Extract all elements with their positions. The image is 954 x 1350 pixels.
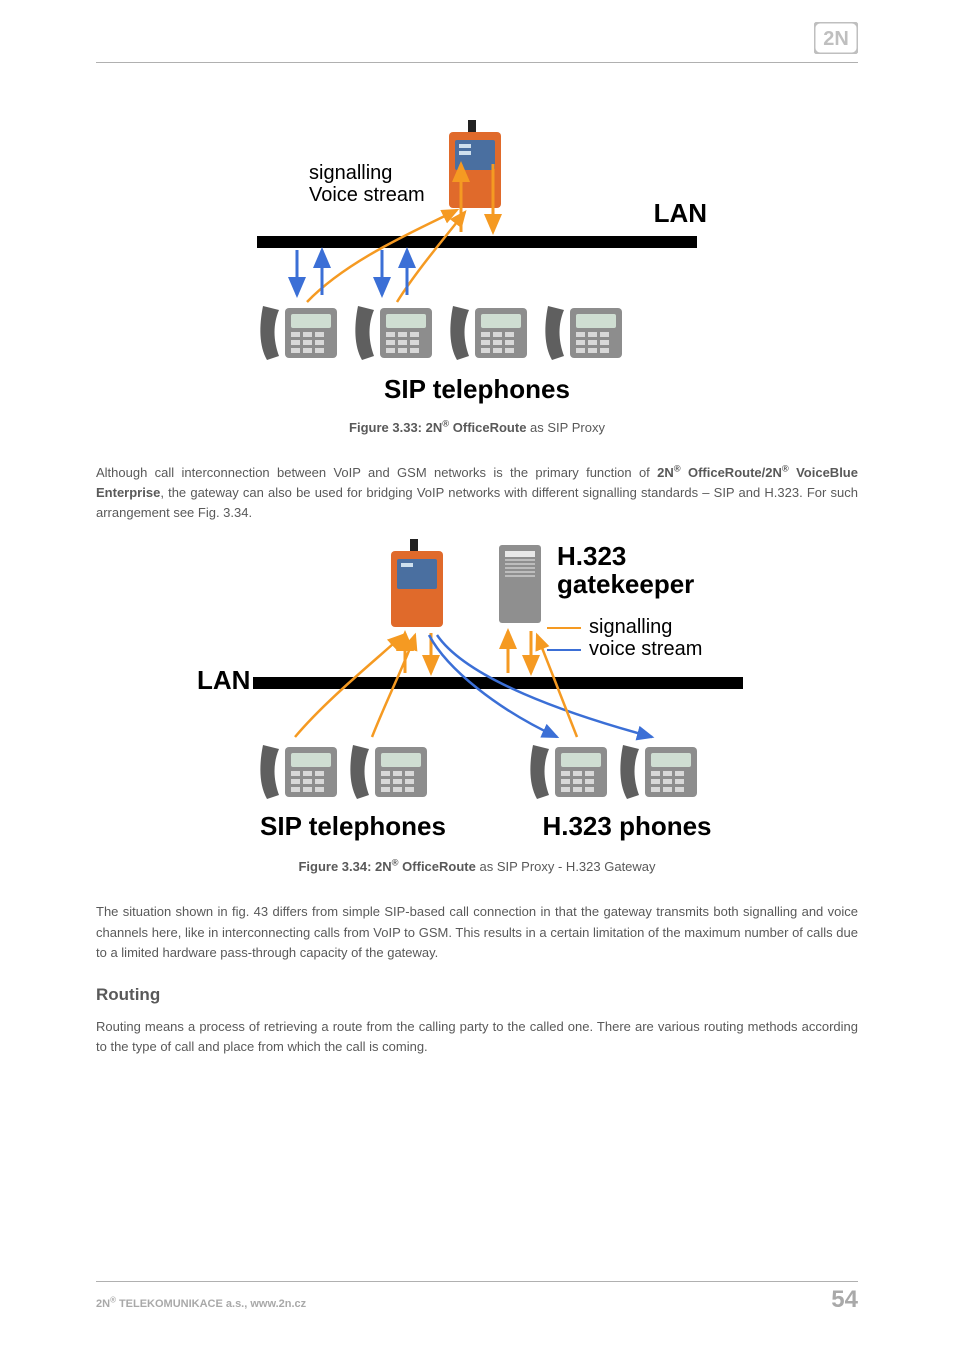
corner-logo: 2N [814,22,858,59]
sip-phone-icon [542,296,632,366]
arrows-fig33 [247,120,707,410]
footer-left-b: TELEKOMUNIKACE a.s., www.2n.cz [116,1298,306,1310]
fig34-cap-sup: ® [392,858,399,868]
fig34-cap-a: Figure 3.34: 2N [298,859,391,874]
sip-phone-icon [347,735,437,805]
page-number: 54 [831,1286,858,1314]
fig33-cap-a: Figure 3.33: 2N [349,420,442,435]
sip-phone-icon [257,296,347,366]
header-rule [96,62,858,63]
p1-post: , the gateway can also be used for bridg… [96,485,858,520]
sip-phone-icon [447,296,537,366]
footer-left: 2N® TELEKOMUNIKACE a.s., www.2n.cz [96,1298,306,1310]
figure-34-caption: Figure 3.34: 2N® OfficeRoute as SIP Prox… [96,859,858,874]
footer-left-a: 2N [96,1298,110,1310]
page-footer: 2N® TELEKOMUNIKACE a.s., www.2n.cz 54 [96,1281,858,1314]
paragraph-2: The situation shown in fig. 43 differs f… [96,902,858,962]
footer-rule [96,1281,858,1282]
p1-s1: ® [674,464,681,474]
sip-telephones-label: SIP telephones [243,811,463,842]
fig33-cap-b: OfficeRoute [449,420,526,435]
sip-phone-icon [352,296,442,366]
routing-heading: Routing [96,985,858,1005]
figure-33-caption: Figure 3.33: 2N® OfficeRoute as SIP Prox… [96,420,858,435]
h323-phones-label: H.323 phones [517,811,737,842]
paragraph-3: Routing means a process of retrieving a … [96,1017,858,1057]
p1-pre: Although call interconnection between Vo… [96,465,657,480]
fig34-cap-b: OfficeRoute [399,859,476,874]
h323-phone-icon [617,735,707,805]
fig33-cap-tail: as SIP Proxy [526,420,605,435]
h323-phone-icon [527,735,617,805]
logo-text: 2N [823,28,849,50]
sip-phone-icon [257,735,347,805]
fig34-cap-tail: as SIP Proxy - H.323 Gateway [476,859,656,874]
sip-telephones-label: SIP telephones [247,374,707,405]
p1-b1b: OfficeRoute/2N [681,465,782,480]
p1-s2: ® [782,464,789,474]
paragraph-1: Although call interconnection between Vo… [96,463,858,523]
figure-34: H.323 gatekeeper signalling voice stream… [96,539,858,874]
figure-33: LAN signalling Voice stream [96,120,858,435]
p1-b1a: 2N [657,465,674,480]
